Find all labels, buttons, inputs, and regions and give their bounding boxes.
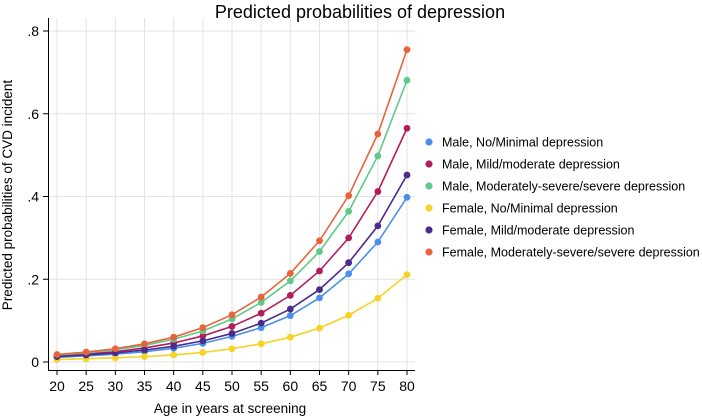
y-tick-label: .2 <box>27 271 39 287</box>
data-point <box>257 299 265 306</box>
data-point <box>316 237 323 245</box>
y-tick-label: 0 <box>31 354 39 370</box>
data-point <box>199 332 207 340</box>
data-point <box>82 348 90 356</box>
data-point <box>403 76 411 84</box>
chart-title: Predicted probabilities of depression <box>215 2 505 22</box>
x-axis-title: Age in years at screening <box>154 401 306 416</box>
data-point <box>374 238 382 246</box>
data-point <box>316 267 323 275</box>
y-tick-label: .8 <box>27 23 39 39</box>
data-point <box>374 222 382 230</box>
data-point <box>374 152 382 160</box>
data-point <box>228 345 236 353</box>
legend-item: Male, Moderately-severe/severe depressio… <box>425 180 685 194</box>
data-point <box>345 270 353 278</box>
data-point <box>374 188 382 195</box>
data-point <box>286 312 294 320</box>
data-point <box>345 311 353 319</box>
data-point <box>403 124 411 132</box>
data-point <box>170 333 178 341</box>
data-point <box>141 340 148 348</box>
series-5 <box>53 171 411 361</box>
x-tick-label: 20 <box>49 378 65 394</box>
x-tick-label: 25 <box>78 378 94 394</box>
x-tick-label: 35 <box>137 378 153 394</box>
legend-marker <box>425 138 433 146</box>
legend-label: Male, No/Minimal depression <box>442 136 603 150</box>
data-point <box>345 259 353 267</box>
legend-marker <box>425 160 433 168</box>
legend-item: Female, Moderately-severe/severe depress… <box>425 246 700 260</box>
legend-marker <box>425 248 433 256</box>
data-point <box>286 270 294 277</box>
legend-label: Female, Moderately-severe/severe depress… <box>442 246 700 260</box>
legend-label: Female, No/Minimal depression <box>442 202 618 216</box>
data-point <box>257 319 265 327</box>
x-tick-label: 40 <box>166 378 182 394</box>
y-tick-label: .6 <box>27 106 39 122</box>
data-point <box>345 207 353 215</box>
x-tick-label: 45 <box>195 378 211 394</box>
legend-item: Male, Mild/moderate depression <box>425 158 620 172</box>
data-point <box>111 354 119 362</box>
series <box>53 46 411 363</box>
x-tick-label: 80 <box>399 378 415 394</box>
legend-item: Female, Mild/moderate depression <box>425 224 634 238</box>
data-point <box>316 248 323 255</box>
data-point <box>228 311 236 319</box>
x-tick-label: 50 <box>224 378 240 394</box>
data-point <box>316 286 323 293</box>
data-point <box>199 349 207 356</box>
legend-item: Female, No/Minimal depression <box>425 202 618 216</box>
data-point <box>141 346 148 354</box>
data-point <box>403 171 411 179</box>
y-axis-title: Predicted probabilities of CVD incident <box>0 80 15 311</box>
data-point <box>141 353 148 361</box>
data-point <box>286 291 294 299</box>
data-point <box>286 333 294 341</box>
data-point <box>228 323 236 330</box>
data-point <box>257 340 265 348</box>
y-tick-label: .4 <box>27 189 39 205</box>
data-point <box>228 330 236 337</box>
data-point <box>345 192 353 200</box>
data-point <box>170 342 178 350</box>
data-point <box>374 294 382 302</box>
legend-marker <box>425 182 433 190</box>
x-tick-label: 75 <box>370 378 386 394</box>
data-point <box>403 271 411 279</box>
legend-label: Male, Mild/moderate depression <box>442 158 620 172</box>
x-tick-label: 60 <box>283 378 299 394</box>
x-tick-label: 70 <box>341 378 357 394</box>
data-point <box>199 324 207 332</box>
data-point <box>403 46 411 54</box>
data-point <box>257 309 265 317</box>
data-point <box>286 305 294 313</box>
legend-label: Female, Mild/moderate depression <box>442 224 634 238</box>
legend: Male, No/Minimal depression Male, Mild/mo… <box>425 136 700 260</box>
data-point <box>257 293 265 301</box>
x-tick-label: 55 <box>253 378 269 394</box>
data-point <box>374 130 382 138</box>
legend-label: Male, Moderately-severe/severe depressio… <box>442 180 685 194</box>
data-point <box>199 337 207 345</box>
legend-marker <box>425 226 433 234</box>
data-point <box>316 294 323 302</box>
data-point <box>111 345 119 353</box>
series-6 <box>53 46 411 358</box>
legend-marker <box>425 204 433 212</box>
x-tick-label: 65 <box>312 378 328 394</box>
data-point <box>316 324 323 332</box>
ticks: 20 25 30 35 40 45 50 55 60 65 70 75 80 0 .2 .4 .6 .8 <box>27 23 415 394</box>
legend-item: Male, No/Minimal depression <box>425 136 603 150</box>
data-point <box>170 351 178 359</box>
data-point <box>53 351 61 358</box>
data-point <box>403 193 411 201</box>
data-point <box>345 234 353 242</box>
x-tick-label: 30 <box>108 378 124 394</box>
data-point <box>286 277 294 285</box>
